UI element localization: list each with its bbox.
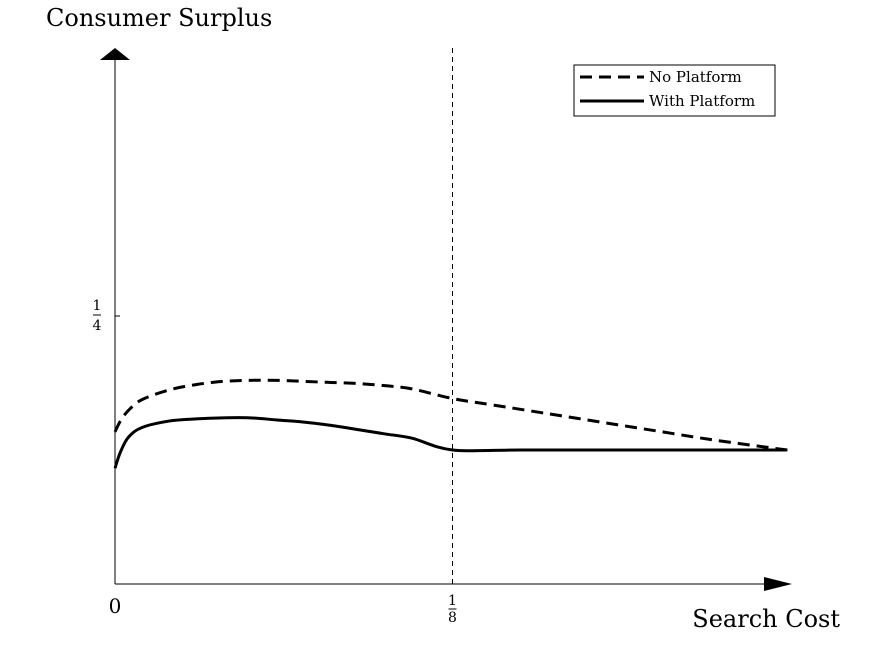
legend-box xyxy=(573,64,776,117)
series-line-with-platform xyxy=(113,416,788,469)
series-line-no-platform xyxy=(113,378,788,452)
x-tick-label-den-1: 8 xyxy=(448,610,457,626)
y-tick-label-num-0: 1 xyxy=(93,298,102,314)
y-axis-label: Consumer Surplus xyxy=(46,4,272,32)
legend: No Platform With Platform xyxy=(573,64,776,117)
legend-label-with-platform: With Platform xyxy=(649,92,755,110)
x-axis-label: Search Cost xyxy=(692,605,840,633)
legend-label-no-platform: No Platform xyxy=(649,68,742,86)
y-tick-label-den-0: 4 xyxy=(93,318,102,334)
x-tick-label-0: 0 xyxy=(109,594,122,618)
x-axis-arrow xyxy=(764,577,792,591)
x-tick-label-num-1: 1 xyxy=(448,593,457,609)
y-axis-arrow xyxy=(100,48,130,60)
